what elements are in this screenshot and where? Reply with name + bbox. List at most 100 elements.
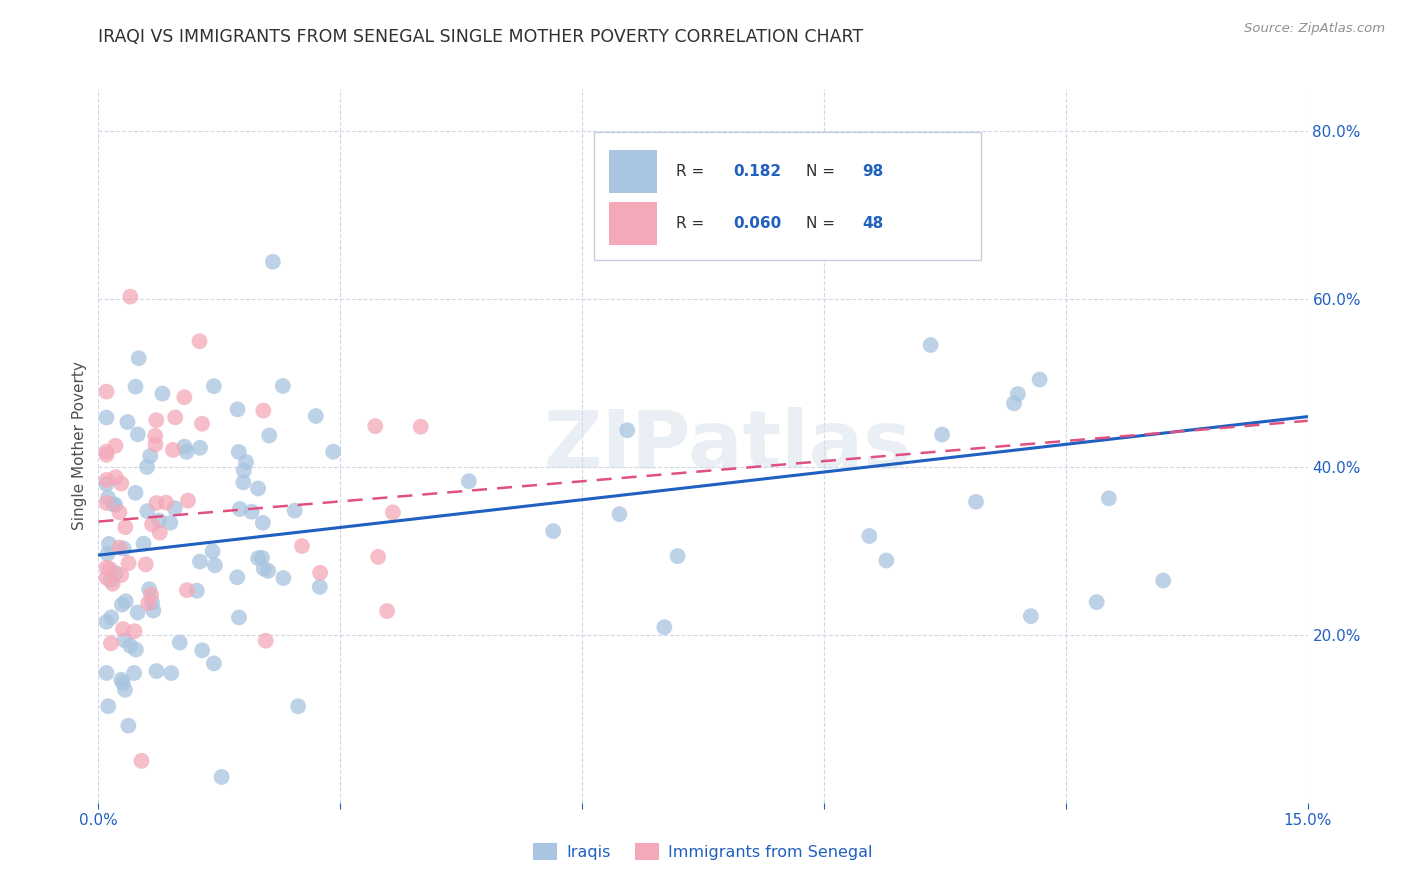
Point: [367, 549, 389, 564]
Point: [232, 464, 254, 478]
Point: [176, 445, 198, 459]
Point: [931, 427, 953, 442]
Point: [142, 604, 165, 618]
Point: [1019, 609, 1042, 624]
Point: [257, 564, 280, 578]
Text: N =: N =: [806, 216, 839, 231]
Point: [110, 568, 132, 582]
Point: [308, 580, 330, 594]
Point: [141, 595, 163, 609]
Point: [1085, 595, 1108, 609]
Point: [98, 562, 121, 576]
Text: R =: R =: [676, 164, 710, 178]
Text: ZIPatlas: ZIPatlas: [543, 407, 911, 485]
Point: [96, 410, 118, 425]
Point: [143, 429, 166, 443]
Point: [226, 570, 249, 584]
Point: [457, 474, 479, 488]
Point: [108, 505, 131, 519]
Point: [145, 496, 167, 510]
Point: [136, 459, 159, 474]
Point: [120, 639, 142, 653]
Point: [110, 476, 132, 491]
Point: [145, 413, 167, 427]
Point: [666, 549, 689, 563]
Point: [375, 604, 398, 618]
Point: [136, 504, 159, 518]
Point: [96, 477, 118, 491]
Point: [103, 497, 125, 511]
Text: N =: N =: [806, 164, 839, 178]
Point: [191, 417, 214, 431]
Point: [145, 664, 167, 678]
Point: [202, 379, 225, 393]
Point: [188, 441, 211, 455]
Point: [291, 539, 314, 553]
Point: [97, 491, 120, 505]
Point: [124, 624, 146, 639]
Point: [100, 636, 122, 650]
Y-axis label: Single Mother Poverty: Single Mother Poverty: [72, 361, 87, 531]
Point: [1098, 491, 1121, 506]
Point: [284, 503, 307, 517]
Point: [654, 620, 676, 634]
Point: [124, 380, 146, 394]
Point: [139, 588, 162, 602]
Point: [97, 547, 120, 561]
Point: [204, 558, 226, 573]
Point: [364, 419, 387, 434]
Point: [616, 423, 638, 437]
Point: [122, 665, 145, 680]
Point: [114, 594, 136, 608]
Point: [228, 445, 250, 459]
Point: [541, 524, 564, 538]
Bar: [609, 202, 657, 244]
Point: [97, 537, 120, 551]
Point: [117, 415, 139, 429]
Point: [858, 529, 880, 543]
Point: [920, 338, 942, 352]
FancyBboxPatch shape: [595, 132, 981, 260]
Point: [235, 455, 257, 469]
Point: [186, 583, 208, 598]
Point: [111, 598, 134, 612]
Point: [271, 379, 294, 393]
Point: [101, 576, 124, 591]
Point: [188, 555, 211, 569]
Point: [117, 556, 139, 570]
Text: R =: R =: [676, 216, 710, 231]
Point: [110, 673, 132, 687]
Point: [163, 501, 186, 516]
Point: [176, 583, 198, 598]
Point: [240, 505, 263, 519]
Point: [104, 566, 127, 581]
Point: [152, 386, 174, 401]
Point: [128, 351, 150, 366]
Point: [104, 439, 127, 453]
Point: [309, 566, 332, 580]
Point: [124, 486, 146, 500]
Point: [132, 537, 155, 551]
Point: [104, 470, 127, 484]
Point: [253, 562, 276, 576]
Point: [173, 390, 195, 404]
Point: [247, 482, 270, 496]
Point: [131, 754, 153, 768]
Point: [136, 596, 159, 610]
Point: [252, 403, 274, 417]
Point: [96, 560, 118, 574]
Point: [232, 475, 254, 490]
Point: [1002, 396, 1025, 410]
Point: [104, 498, 127, 512]
Point: [201, 544, 224, 558]
Point: [127, 427, 149, 442]
Point: [114, 520, 136, 534]
Point: [796, 234, 818, 248]
Point: [96, 444, 118, 458]
Point: [162, 442, 184, 457]
Point: [117, 719, 139, 733]
Point: [273, 571, 295, 585]
Point: [202, 657, 225, 671]
Point: [247, 551, 270, 566]
Point: [409, 419, 432, 434]
